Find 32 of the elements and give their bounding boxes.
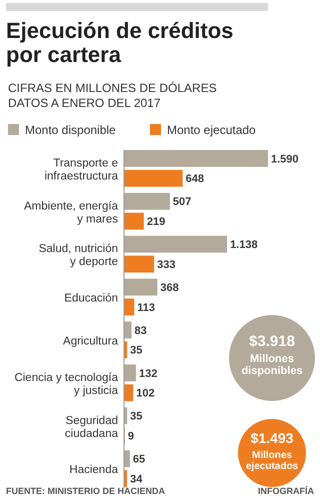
- data-label: 368: [160, 282, 179, 294]
- data-label: 219: [146, 216, 166, 228]
- data-label: 83: [134, 324, 147, 337]
- data-label: 9: [128, 430, 134, 443]
- chart-subtitle: CIFRAS EN MILLONES DE DÓLARES DATOS A ENERO DEL 2017: [8, 81, 217, 110]
- data-label: 65: [132, 454, 146, 466]
- data-label: 648: [186, 173, 204, 186]
- y-tick-label: Ciencia y tecnología y justicia: [14, 372, 119, 397]
- data-label: 1.138: [230, 239, 258, 252]
- y-tick-label: Hacienda: [69, 464, 119, 476]
- y-tick-label: Agricultura: [63, 335, 119, 348]
- data-label: 507: [172, 196, 192, 208]
- annotation: INFOGRAFÍA: [258, 486, 314, 496]
- data-label: 1.590: [271, 153, 299, 166]
- data-label: 102: [136, 388, 155, 400]
- data-label: 113: [137, 302, 155, 314]
- annotation: $1.493 Millones ejecutados: [246, 430, 299, 472]
- y-tick-label: Ambiente, energía y mares: [24, 200, 119, 226]
- y-tick-label: Educación: [64, 292, 118, 305]
- data-label: 333: [157, 258, 176, 271]
- y-tick-label: Seguridad ciudadana: [64, 414, 119, 440]
- data-label: 34: [130, 473, 144, 486]
- annotation: FUENTE: MINISTERIO DE HACIENDA: [6, 486, 166, 496]
- chart-title: Ejecución de créditos por cartera: [6, 18, 234, 67]
- legend-label: Monto ejecutado: [167, 123, 256, 138]
- data-label: 132: [138, 368, 158, 380]
- y-tick-label: Transporte e infraestructura: [44, 157, 119, 182]
- annotation: $3.918 Millones disponibles: [241, 333, 303, 377]
- data-label: 35: [130, 344, 142, 357]
- data-label: 35: [130, 410, 142, 423]
- y-tick-label: Salud, nutrición y deporte: [38, 243, 118, 268]
- legend-label: Monto disponible: [25, 123, 116, 138]
